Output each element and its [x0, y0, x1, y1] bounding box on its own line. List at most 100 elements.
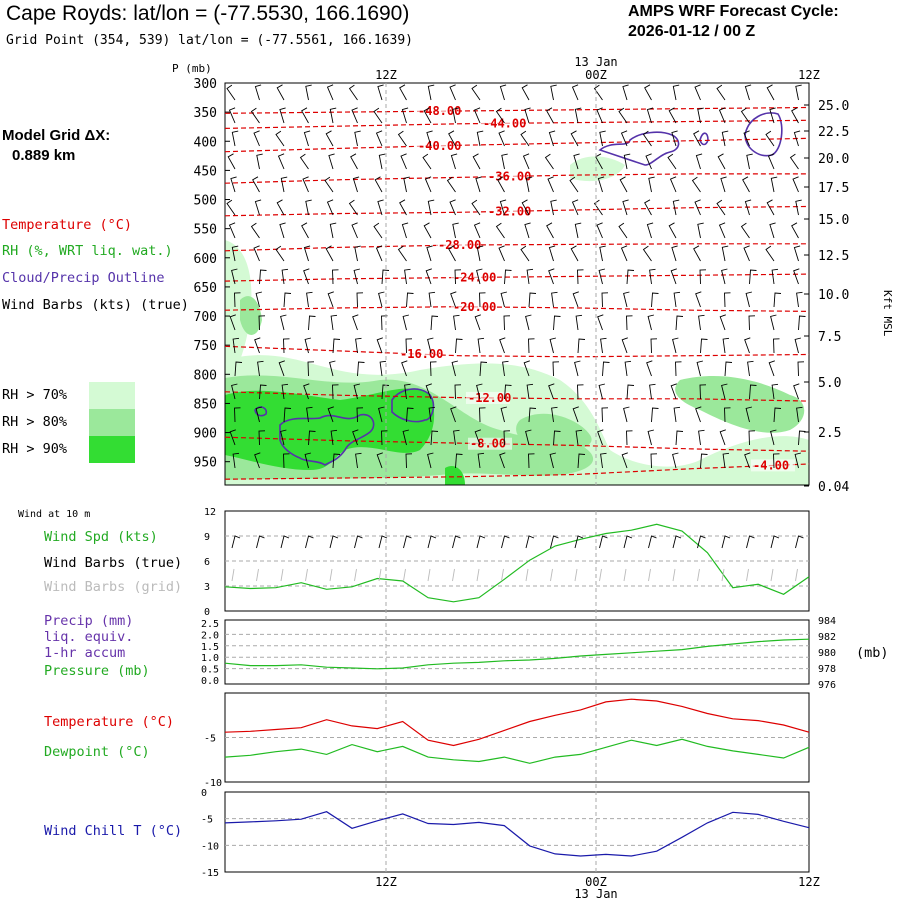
wind-barb [348, 199, 358, 216]
legend-temperature-2: Temperature (°C) [44, 714, 175, 730]
wind-barb [700, 453, 708, 469]
wind-barb [453, 314, 460, 331]
isotherms: -48.00 -44.00 -40.00 -36.00 -32.00 -28.00 -24.… [225, 104, 809, 480]
wind-barb [577, 269, 584, 285]
wind-barb [646, 222, 654, 239]
wind-barb-grid [770, 568, 774, 582]
wind-barb [499, 452, 506, 469]
wind-barb-true [305, 535, 314, 549]
wind-barb [232, 337, 240, 354]
wind-barb [526, 268, 534, 285]
pressure-tick-label: 850 [194, 397, 217, 412]
precip-tick: 1.5 [201, 642, 219, 653]
wind-barb [430, 361, 437, 377]
pressure-tick: 980 [818, 648, 836, 659]
wind-barb [356, 407, 364, 423]
wind-barb [675, 315, 684, 331]
wind-barb [324, 176, 334, 193]
wind-barb [577, 453, 586, 469]
pressure-tick-label: 900 [194, 427, 217, 442]
legend-rh80-swatch [89, 409, 135, 436]
isotherm-label: -8.00 [470, 437, 506, 451]
wind-barb [767, 153, 775, 170]
precip-tick: 0.5 [201, 665, 219, 676]
wind-barb [401, 360, 408, 377]
wind-barb [479, 407, 486, 423]
isotherm-label: -20.00 [453, 300, 496, 314]
wind-barb [547, 176, 554, 193]
wind-barb [698, 314, 705, 331]
wind-barb [552, 361, 560, 377]
wind-barb [523, 360, 530, 377]
wind-barb [695, 153, 703, 170]
wind-barb [695, 291, 702, 308]
isotherm-label-bg [486, 205, 530, 218]
wind-barb [449, 84, 456, 101]
wind-barb [378, 153, 386, 170]
wind-barb [719, 429, 726, 446]
wind-barb [574, 222, 582, 239]
isotherm-label: -28.00 [438, 238, 481, 252]
wind-barb [693, 130, 701, 147]
isotherm-line [225, 391, 809, 402]
isotherm-label-bg [416, 105, 460, 118]
wind-barb [528, 407, 537, 423]
wind-barb-true [476, 535, 486, 549]
isotherm-line [225, 345, 809, 358]
wind-barb [475, 176, 482, 193]
isotherm-line [225, 137, 809, 153]
wind-barb-true [550, 535, 559, 549]
wind-barb [450, 406, 457, 423]
wind-barb [672, 452, 679, 469]
wind-barb [572, 406, 579, 423]
wind-barb [423, 107, 432, 124]
wind-speed-tick: 9 [204, 532, 210, 543]
wind-barb [593, 199, 603, 216]
wind-barb [303, 383, 310, 400]
wind-barb [620, 245, 628, 262]
wind-barb [672, 337, 679, 354]
wind-barb-grid [574, 568, 578, 582]
wind-barb [598, 268, 606, 285]
wind-barb [722, 337, 730, 354]
wind-barb [622, 199, 629, 216]
wind-barb [304, 452, 312, 469]
wind-barb [743, 130, 750, 147]
wind-barb [721, 245, 729, 262]
wind-speed-tick: 3 [204, 582, 210, 593]
wind-barb [354, 245, 361, 262]
wind-barb [546, 222, 554, 239]
cross-section-axes: P (mb) 300 350 400 450 500 550 600 650 700 750 800 8… [172, 62, 894, 495]
legend-rh: RH (%, WRT liq. wat.) [2, 243, 173, 259]
wind-barb-grid [256, 568, 259, 582]
legend-cloud: Cloud/Precip Outline [2, 270, 165, 286]
wind-barb [304, 337, 312, 354]
wind-barb [379, 360, 387, 377]
wind-barb [771, 268, 779, 285]
wind-barb [299, 153, 309, 170]
wind-barb [427, 337, 434, 354]
wind-barb [305, 199, 312, 216]
wind-barb [571, 199, 579, 216]
wind-barb [428, 406, 436, 423]
wind-barb [422, 153, 432, 170]
wind-barb [471, 84, 481, 101]
wind-barb [602, 361, 610, 377]
wind-barb-grid [476, 568, 480, 582]
windchill-tick: -15 [201, 868, 219, 879]
wind-barb [275, 130, 285, 147]
wind-barb [647, 314, 655, 331]
legend-rh70-swatch [89, 382, 135, 409]
wind-barb [503, 430, 511, 446]
wind-barb [231, 383, 238, 400]
wind-barb [401, 222, 409, 239]
wind-barb [769, 107, 776, 124]
wind-barb [452, 222, 459, 239]
wind-barb [644, 199, 652, 216]
forecast-cycle-value: 2026-01-12 / 00 Z [628, 23, 756, 40]
wind-barb [354, 130, 361, 147]
wind-barb [773, 338, 780, 354]
wind-barb [497, 176, 505, 193]
wind-barb [597, 314, 604, 331]
cross-section-wind-barbs [226, 84, 806, 469]
